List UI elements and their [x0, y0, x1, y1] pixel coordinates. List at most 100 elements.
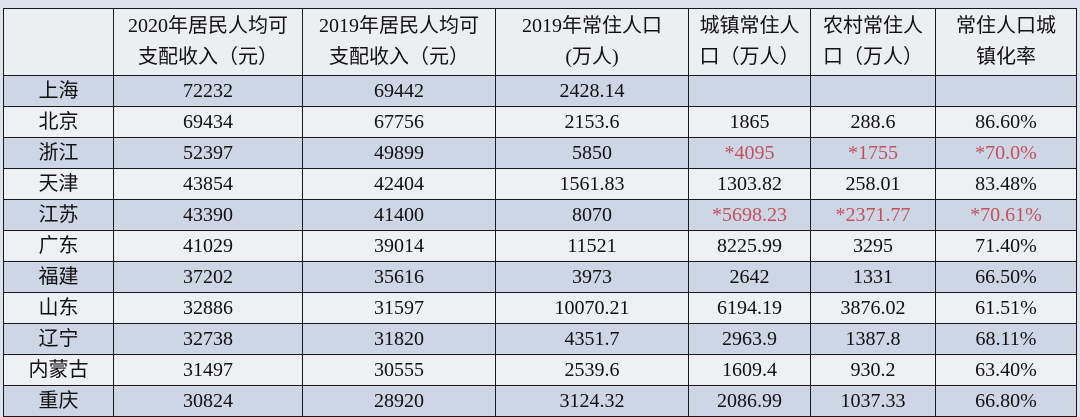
- table-row: 福建 37202 35616 3973 2642 1331 66.50%: [3, 261, 1077, 293]
- cell-income-2019: 30555: [302, 354, 496, 386]
- cell-rural-population: [810, 75, 936, 107]
- header-line: 口（万人）: [823, 46, 923, 68]
- cell-income-2019: 39014: [302, 230, 496, 262]
- header-region: [3, 8, 114, 76]
- table-row: 广东 41029 39014 11521 8225.99 3295 71.40%: [3, 230, 1077, 262]
- cell-population-2019: 4351.7: [495, 323, 689, 355]
- header-line: 2019年居民人均可: [319, 15, 479, 37]
- cell-urban-population: 1865: [688, 106, 811, 138]
- cell-income-2020: 31497: [113, 354, 303, 386]
- header-line: 2019年常住人口: [522, 15, 662, 37]
- table-row: 浙江 52397 49899 5850 *4095 *1755 *70.0%: [3, 137, 1077, 169]
- cell-income-2020: 30824: [113, 385, 303, 417]
- header-rural-population: 农村常住人口（万人）: [810, 8, 936, 76]
- table-row: 天津 43854 42404 1561.83 1303.82 258.01 83.48%: [3, 168, 1077, 200]
- header-urban-population: 城镇常住人口（万人）: [688, 8, 811, 76]
- cell-population-2019: 2153.6: [495, 106, 689, 138]
- header-line: 镇化率: [976, 46, 1036, 68]
- table-row: 重庆 30824 28920 3124.32 2086.99 1037.33 66.80%: [3, 385, 1077, 417]
- cell-urbanization-rate: 61.51%: [935, 292, 1077, 324]
- header-line: 支配收入（元）: [329, 46, 469, 68]
- cell-urbanization-rate: 63.40%: [935, 354, 1077, 386]
- header-line: [4, 11, 113, 42]
- cell-income-2019: 28920: [302, 385, 496, 417]
- header-line: [4, 42, 113, 73]
- cell-income-2019: 31597: [302, 292, 496, 324]
- cell-urbanization-rate: [935, 75, 1077, 107]
- cell-rural-population: 3295: [810, 230, 936, 262]
- header-population-2019: 2019年常住人口 (万人): [495, 8, 689, 76]
- cell-urbanization-rate: 68.11%: [935, 323, 1077, 355]
- cell-urbanization-rate: 86.60%: [935, 106, 1077, 138]
- cell-region: 重庆: [3, 385, 114, 417]
- header-line: (万人): [565, 46, 619, 68]
- cell-urbanization-rate: *70.61%: [935, 199, 1077, 231]
- cell-rural-population: 1331: [810, 261, 936, 293]
- cell-income-2020: 69434: [113, 106, 303, 138]
- cell-population-2019: 3124.32: [495, 385, 689, 417]
- cell-region: 辽宁: [3, 323, 114, 355]
- cell-urbanization-rate: 83.48%: [935, 168, 1077, 200]
- cell-rural-population: 930.2: [810, 354, 936, 386]
- cell-region: 江苏: [3, 199, 114, 231]
- cell-income-2020: 43390: [113, 199, 303, 231]
- cell-rural-population: *2371.77: [810, 199, 936, 231]
- cell-urbanization-rate: 71.40%: [935, 230, 1077, 262]
- table-row: 内蒙古 31497 30555 2539.6 1609.4 930.2 63.40%: [3, 354, 1077, 386]
- cell-rural-population: 1387.8: [810, 323, 936, 355]
- cell-region: 浙江: [3, 137, 114, 169]
- header-line: 常住人口城: [956, 15, 1056, 37]
- cell-region: 天津: [3, 168, 114, 200]
- cell-region: 广东: [3, 230, 114, 262]
- income-population-table: 2020年居民人均可 支配收入（元） 2019年居民人均可 支配收入（元） 2019年常…: [3, 8, 1077, 417]
- cell-urban-population: 1609.4: [688, 354, 811, 386]
- header-income-2019: 2019年居民人均可 支配收入（元）: [302, 8, 496, 76]
- table-row: 辽宁 32738 31820 4351.7 2963.9 1387.8 68.11%: [3, 323, 1077, 355]
- cell-income-2019: 49899: [302, 137, 496, 169]
- header-income-2020: 2020年居民人均可 支配收入（元）: [113, 8, 303, 76]
- cell-region: 北京: [3, 106, 114, 138]
- header-line: 2020年居民人均可: [128, 15, 288, 37]
- table-row: 北京 69434 67756 2153.6 1865 288.6 86.60%: [3, 106, 1077, 138]
- cell-urbanization-rate: 66.80%: [935, 385, 1077, 417]
- cell-rural-population: *1755: [810, 137, 936, 169]
- header-line: 城镇常住人: [699, 15, 800, 37]
- header-line: 农村常住人: [823, 15, 923, 37]
- cell-income-2019: 35616: [302, 261, 496, 293]
- cell-income-2020: 41029: [113, 230, 303, 262]
- cell-income-2020: 32738: [113, 323, 303, 355]
- cell-population-2019: 3973: [495, 261, 689, 293]
- header-urbanization-rate: 常住人口城 镇化率: [935, 8, 1077, 76]
- cell-rural-population: 3876.02: [810, 292, 936, 324]
- header-line: 口（万人）: [699, 46, 800, 68]
- income-population-table-container: 2020年居民人均可 支配收入（元） 2019年居民人均可 支配收入（元） 2019年常…: [3, 8, 1077, 417]
- cell-income-2019: 67756: [302, 106, 496, 138]
- cell-urban-population: 2642: [688, 261, 811, 293]
- header-line: 支配收入（元）: [138, 46, 278, 68]
- cell-region: 内蒙古: [3, 354, 114, 386]
- cell-income-2019: 69442: [302, 75, 496, 107]
- cell-income-2019: 41400: [302, 199, 496, 231]
- cell-income-2020: 72232: [113, 75, 303, 107]
- cell-income-2020: 37202: [113, 261, 303, 293]
- cell-urban-population: *4095: [688, 137, 811, 169]
- cell-rural-population: 258.01: [810, 168, 936, 200]
- cell-population-2019: 2428.14: [495, 75, 689, 107]
- cell-urban-population: 1303.82: [688, 168, 811, 200]
- cell-income-2019: 31820: [302, 323, 496, 355]
- cell-region: 福建: [3, 261, 114, 293]
- cell-population-2019: 8070: [495, 199, 689, 231]
- header-row: 2020年居民人均可 支配收入（元） 2019年居民人均可 支配收入（元） 2019年常…: [3, 8, 1077, 76]
- cell-urban-population: [688, 75, 811, 107]
- cell-population-2019: 5850: [495, 137, 689, 169]
- cell-income-2019: 42404: [302, 168, 496, 200]
- cell-urban-population: 2086.99: [688, 385, 811, 417]
- table-row: 上海 72232 69442 2428.14: [3, 75, 1077, 107]
- cell-urban-population: *5698.23: [688, 199, 811, 231]
- cell-urban-population: 8225.99: [688, 230, 811, 262]
- cell-region: 上海: [3, 75, 114, 107]
- cell-rural-population: 288.6: [810, 106, 936, 138]
- table-row: 江苏 43390 41400 8070 *5698.23 *2371.77 *70.61%: [3, 199, 1077, 231]
- cell-income-2020: 32886: [113, 292, 303, 324]
- cell-income-2020: 43854: [113, 168, 303, 200]
